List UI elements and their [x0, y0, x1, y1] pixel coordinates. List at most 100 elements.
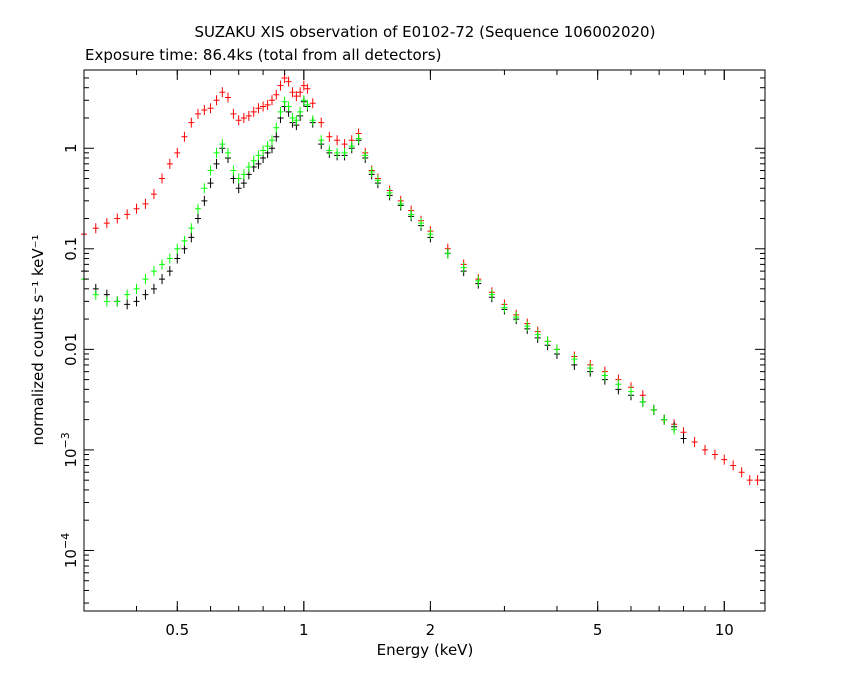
- data-point: [235, 173, 242, 184]
- plot-frame: [83, 69, 766, 612]
- data-point: [273, 89, 280, 100]
- data-point: [188, 232, 195, 243]
- data-point: [281, 96, 288, 107]
- data-point: [219, 139, 226, 150]
- data-point: [103, 218, 110, 229]
- data-point: [746, 475, 753, 486]
- data-point: [304, 83, 311, 94]
- data-point: [133, 203, 140, 214]
- data-point: [159, 274, 166, 285]
- data-point: [277, 80, 284, 91]
- data-point: [250, 155, 257, 166]
- data-point: [488, 289, 495, 300]
- data-point: [133, 283, 140, 294]
- data-point: [245, 110, 252, 121]
- data-series-3: [81, 95, 678, 435]
- data-point: [166, 266, 173, 277]
- data-point: [92, 223, 99, 234]
- x-tick-label: 0.5: [165, 621, 189, 639]
- data-point: [524, 321, 531, 332]
- y-tick-label: 0.01: [62, 333, 80, 366]
- data-point: [730, 460, 737, 471]
- data-point: [181, 131, 188, 142]
- data-point: [309, 98, 316, 109]
- data-point: [341, 139, 348, 150]
- data-point: [124, 299, 131, 310]
- data-point: [475, 275, 482, 286]
- data-point: [194, 203, 201, 214]
- data-point: [240, 112, 247, 123]
- data-point: [601, 370, 608, 381]
- data-point: [230, 108, 237, 119]
- data-point: [207, 178, 214, 189]
- data-point: [297, 87, 304, 98]
- data-point: [201, 195, 208, 206]
- x-axis: 0.5 1 2 5 10: [83, 70, 734, 639]
- x-tick-label: 2: [426, 621, 436, 639]
- data-point: [639, 396, 646, 407]
- data-point: [418, 218, 425, 229]
- data-point: [513, 311, 520, 322]
- data-point: [334, 135, 341, 146]
- data-point: [133, 296, 140, 307]
- data-point: [661, 414, 668, 425]
- data-point: [702, 444, 709, 455]
- data-point: [213, 95, 220, 106]
- chart-title: SUZAKU XIS observation of E0102-72 (Sequ…: [195, 23, 656, 41]
- data-point: [334, 147, 341, 158]
- data-point: [224, 147, 231, 158]
- plot-series: [81, 72, 761, 486]
- x-tick-label: 1: [299, 621, 309, 639]
- data-point: [277, 106, 284, 117]
- data-point: [300, 95, 307, 106]
- data-point: [501, 302, 508, 313]
- chart-subtitle: Exposure time: 86.4ks (total from all de…: [85, 46, 441, 64]
- data-point: [544, 336, 551, 347]
- data-point: [341, 147, 348, 158]
- data-point: [235, 183, 242, 194]
- data-point: [166, 253, 173, 264]
- data-point: [142, 198, 149, 209]
- data-point: [219, 87, 226, 98]
- data-point: [255, 158, 262, 169]
- data-point: [124, 289, 131, 300]
- data-point: [174, 147, 181, 158]
- data-point: [386, 187, 393, 198]
- data-point: [245, 162, 252, 173]
- data-point: [587, 363, 594, 374]
- y-axis: 1 0.1 0.01 10−3 10−4: [59, 69, 765, 604]
- data-point: [264, 141, 271, 152]
- data-point: [150, 266, 157, 277]
- data-point: [397, 198, 404, 209]
- data-point: [188, 117, 195, 128]
- data-point: [300, 80, 307, 91]
- data-point: [273, 122, 280, 133]
- data-point: [207, 165, 214, 176]
- data-point: [174, 253, 181, 264]
- data-point: [355, 133, 362, 144]
- y-tick-label: 10−4: [59, 533, 80, 568]
- data-point: [159, 259, 166, 270]
- data-point: [201, 183, 208, 194]
- data-point: [213, 158, 220, 169]
- data-point: [181, 235, 188, 246]
- data-point: [408, 209, 415, 220]
- data-point: [207, 103, 214, 114]
- data-point: [285, 76, 292, 87]
- data-point: [318, 117, 325, 128]
- data-point: [285, 101, 292, 112]
- data-point: [114, 213, 121, 224]
- data-point: [627, 386, 634, 397]
- data-point: [124, 209, 131, 220]
- x-tick-label: 5: [593, 621, 603, 639]
- data-point: [650, 404, 657, 415]
- data-point: [114, 296, 121, 307]
- data-point: [427, 229, 434, 240]
- data-point: [260, 145, 267, 156]
- data-point: [264, 99, 271, 110]
- data-point: [255, 150, 262, 161]
- data-point: [374, 175, 381, 186]
- data-point: [362, 150, 369, 161]
- data-point: [304, 99, 311, 110]
